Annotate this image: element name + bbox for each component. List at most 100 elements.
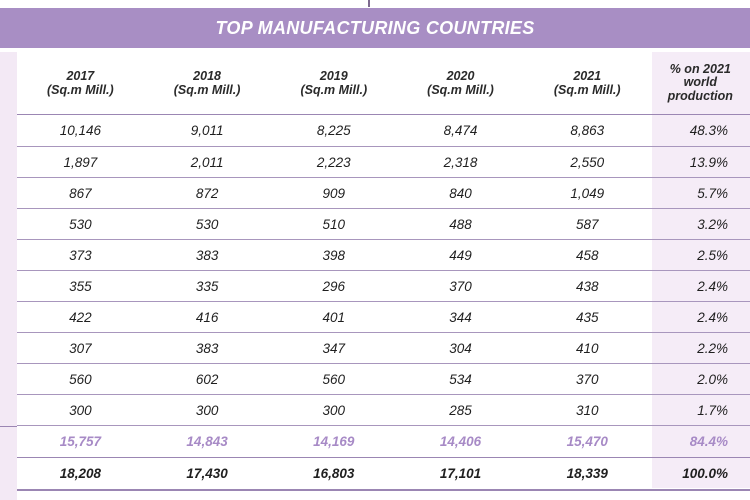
percent-cell: 1.7% xyxy=(650,394,750,426)
column-header-percent: % on 2021 world production xyxy=(650,52,750,115)
table-row: 300 300 300 285 310 1.7% xyxy=(17,394,750,426)
table-row: 373 383 398 449 458 2.5% xyxy=(17,239,750,271)
value-cell: 435 xyxy=(523,301,651,333)
value-cell: 383 xyxy=(143,239,271,271)
subtotal-row: 15,757 14,843 14,169 14,406 15,470 84.4% xyxy=(17,425,750,458)
manufacturing-table: 2017 (Sq.m Mill.) 2018 (Sq.m Mill.) 2019… xyxy=(17,52,750,491)
value-cell: 15,470 xyxy=(523,425,651,458)
percent-cell: 2.2% xyxy=(650,332,750,364)
value-cell: 530 xyxy=(143,208,271,240)
value-cell: 410 xyxy=(523,332,651,364)
value-cell: 438 xyxy=(523,270,651,302)
value-cell: 2,223 xyxy=(270,146,398,178)
header-row: 2017 (Sq.m Mill.) 2018 (Sq.m Mill.) 2019… xyxy=(17,52,750,115)
percent-cell: 2.4% xyxy=(650,270,750,302)
percent-cell: 84.4% xyxy=(650,425,750,458)
column-year: 2020 xyxy=(446,69,475,83)
value-cell: 14,406 xyxy=(397,425,524,458)
table-row: 10,146 9,011 8,225 8,474 8,863 48.3% xyxy=(17,114,750,147)
value-cell: 1,049 xyxy=(523,177,651,209)
column-header-2019: 2019 (Sq.m Mill.) xyxy=(270,52,398,115)
value-cell: 304 xyxy=(397,332,524,364)
value-cell: 401 xyxy=(270,301,398,333)
percent-cell: 3.2% xyxy=(650,208,750,240)
value-cell: 310 xyxy=(523,394,651,426)
table-title-bar: TOP MANUFACTURING COUNTRIES xyxy=(0,8,750,48)
value-cell: 307 xyxy=(17,332,144,364)
percent-cell: 2.5% xyxy=(650,239,750,271)
table-row: 355 335 296 370 438 2.4% xyxy=(17,270,750,302)
value-cell: 17,430 xyxy=(143,457,271,491)
column-unit: (Sq.m Mill.) xyxy=(173,83,241,97)
value-cell: 560 xyxy=(17,363,144,395)
column-header-2018: 2018 (Sq.m Mill.) xyxy=(143,52,271,115)
value-cell: 587 xyxy=(523,208,651,240)
value-cell: 530 xyxy=(17,208,144,240)
column-header-2020: 2020 (Sq.m Mill.) xyxy=(397,52,524,115)
value-cell: 285 xyxy=(397,394,524,426)
value-cell: 560 xyxy=(270,363,398,395)
percent-cell: 100.0% xyxy=(650,457,750,491)
percent-header-line: world xyxy=(683,75,717,90)
value-cell: 2,318 xyxy=(397,146,524,178)
value-cell: 2,550 xyxy=(523,146,651,178)
table-row: 1,897 2,011 2,223 2,318 2,550 13.9% xyxy=(17,146,750,178)
value-cell: 488 xyxy=(397,208,524,240)
value-cell: 8,225 xyxy=(270,114,398,147)
table-body: 10,146 9,011 8,225 8,474 8,863 48.3% 1,897 2,01… xyxy=(17,114,750,491)
table-row: 560 602 560 534 370 2.0% xyxy=(17,363,750,395)
value-cell: 909 xyxy=(270,177,398,209)
value-cell: 300 xyxy=(17,394,144,426)
value-cell: 8,474 xyxy=(397,114,524,147)
value-cell: 14,169 xyxy=(270,425,398,458)
percent-header-line: production xyxy=(667,88,733,103)
column-header-2021: 2021 (Sq.m Mill.) xyxy=(523,52,651,115)
column-year: 2019 xyxy=(319,69,348,83)
value-cell: 458 xyxy=(523,239,651,271)
table-row: 530 530 510 488 587 3.2% xyxy=(17,208,750,240)
column-header-2017: 2017 (Sq.m Mill.) xyxy=(17,52,144,115)
percent-cell: 2.0% xyxy=(650,363,750,395)
top-notch-mark xyxy=(368,0,370,7)
country-column-strip xyxy=(0,52,17,500)
value-cell: 18,208 xyxy=(17,457,144,491)
value-cell: 300 xyxy=(143,394,271,426)
value-cell: 398 xyxy=(270,239,398,271)
value-cell: 347 xyxy=(270,332,398,364)
percent-cell: 13.9% xyxy=(650,146,750,178)
column-year: 2021 xyxy=(573,69,602,83)
percent-header-line: % on 2021 xyxy=(669,61,731,76)
percent-cell: 48.3% xyxy=(650,114,750,147)
value-cell: 296 xyxy=(270,270,398,302)
value-cell: 602 xyxy=(143,363,271,395)
value-cell: 422 xyxy=(17,301,144,333)
value-cell: 16,803 xyxy=(270,457,398,491)
value-cell: 17,101 xyxy=(397,457,524,491)
value-cell: 373 xyxy=(17,239,144,271)
value-cell: 416 xyxy=(143,301,271,333)
table-title: TOP MANUFACTURING COUNTRIES xyxy=(215,17,535,38)
column-unit: (Sq.m Mill.) xyxy=(427,83,494,97)
value-cell: 9,011 xyxy=(143,114,271,147)
subtotal-separator xyxy=(0,426,17,427)
title-divider xyxy=(0,48,750,52)
value-cell: 18,339 xyxy=(523,457,651,491)
value-cell: 8,863 xyxy=(523,114,651,147)
column-unit: (Sq.m Mill.) xyxy=(300,83,368,97)
value-cell: 10,146 xyxy=(17,114,144,147)
value-cell: 15,757 xyxy=(17,425,144,458)
value-cell: 370 xyxy=(523,363,651,395)
value-cell: 534 xyxy=(397,363,524,395)
value-cell: 840 xyxy=(397,177,524,209)
column-year: 2017 xyxy=(66,69,95,83)
value-cell: 872 xyxy=(143,177,271,209)
total-row: 18,208 17,430 16,803 17,101 18,339 100.0% xyxy=(17,457,750,491)
value-cell: 355 xyxy=(17,270,144,302)
table-row: 422 416 401 344 435 2.4% xyxy=(17,301,750,333)
table-row: 867 872 909 840 1,049 5.7% xyxy=(17,177,750,209)
column-unit: (Sq.m Mill.) xyxy=(553,83,621,97)
value-cell: 335 xyxy=(143,270,271,302)
value-cell: 14,843 xyxy=(143,425,271,458)
column-year: 2018 xyxy=(193,69,221,83)
value-cell: 1,897 xyxy=(17,146,144,178)
